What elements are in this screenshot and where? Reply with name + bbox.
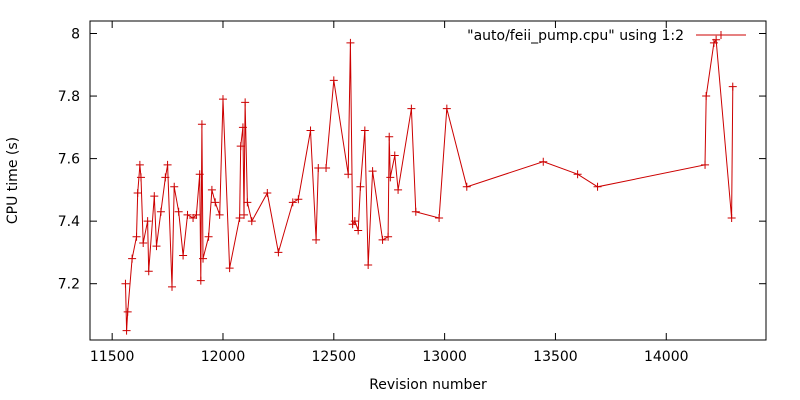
data-point (136, 173, 145, 182)
data-point (215, 210, 224, 219)
series-line (125, 38, 734, 331)
data-point (368, 167, 377, 176)
data-point (356, 182, 365, 191)
y-tick-label: 7.2 (58, 277, 80, 293)
y-axis-label: CPU time (s) (5, 137, 21, 224)
x-tick-label: 11500 (90, 349, 135, 365)
data-point (727, 214, 736, 223)
data-point (346, 38, 355, 47)
data-point (123, 307, 132, 316)
data-point (378, 235, 387, 244)
data-point (183, 210, 192, 219)
x-tick-label: 13500 (533, 349, 578, 365)
data-point (218, 95, 227, 104)
data-point (322, 163, 331, 172)
data-point (386, 173, 395, 182)
data-point (144, 267, 153, 276)
data-point (207, 185, 216, 194)
data-point (235, 214, 244, 223)
data-point (442, 104, 451, 113)
data-point (701, 160, 710, 169)
data-point (195, 170, 204, 179)
data-point (364, 260, 373, 269)
data-point (306, 126, 315, 135)
series-layer (121, 35, 737, 335)
data-point (702, 92, 711, 101)
data-point (243, 198, 252, 207)
data-point (263, 189, 272, 198)
data-point (170, 182, 179, 191)
x-axis-label: Revision number (369, 377, 487, 393)
data-point (121, 279, 130, 288)
data-point (240, 210, 249, 219)
data-point (712, 35, 721, 44)
data-point (329, 76, 338, 85)
data-point (350, 217, 359, 226)
data-point (179, 251, 188, 260)
legend: "auto/feii_pump.cpu" using 1:2 (467, 28, 746, 44)
data-point (161, 173, 170, 182)
data-point (728, 82, 737, 91)
data-point (122, 326, 131, 335)
data-point (128, 254, 137, 263)
data-point (168, 282, 177, 291)
data-point (163, 160, 172, 169)
data-point (354, 226, 363, 235)
data-point (394, 185, 403, 194)
data-point (274, 248, 283, 257)
y-tick-label: 7.8 (58, 89, 80, 105)
data-point (435, 214, 444, 223)
data-point (236, 142, 245, 151)
data-point (462, 182, 471, 191)
data-point (288, 198, 297, 207)
data-point (133, 189, 142, 198)
data-point (390, 151, 399, 160)
data-point (156, 207, 165, 216)
x-tick-label: 12500 (312, 349, 357, 365)
data-point (539, 157, 548, 166)
data-point (143, 217, 152, 226)
y-tick-label: 7.4 (58, 214, 80, 230)
y-axis-ticks: 7.2 7.4 7.6 7.8 8 (58, 27, 766, 293)
data-point (225, 264, 234, 273)
data-point (192, 210, 201, 219)
data-point (314, 163, 323, 172)
x-axis-ticks: 11500 12000 12500 13000 13500 14000 (90, 21, 689, 365)
y-tick-label: 8 (71, 27, 80, 43)
data-point (344, 170, 353, 179)
x-tick-label: 14000 (644, 349, 689, 365)
data-point (312, 235, 321, 244)
data-point (247, 217, 256, 226)
data-point (593, 182, 602, 191)
data-point (199, 254, 208, 263)
data-point (204, 232, 213, 241)
data-point (211, 198, 220, 207)
data-point (152, 242, 161, 251)
data-point (150, 192, 159, 201)
data-point (196, 276, 205, 285)
data-point (238, 123, 247, 132)
data-point (407, 104, 416, 113)
data-point (241, 98, 250, 107)
plot-frame (89, 20, 767, 341)
data-point (385, 132, 394, 141)
data-point (573, 170, 582, 179)
data-point (294, 195, 303, 204)
legend-label: "auto/feii_pump.cpu" using 1:2 (467, 28, 684, 44)
data-point (132, 232, 141, 241)
y-tick-label: 7.6 (58, 152, 80, 168)
data-point (384, 232, 393, 241)
data-point (174, 207, 183, 216)
data-point (360, 126, 369, 135)
data-point (197, 120, 206, 129)
x-tick-label: 12000 (201, 349, 246, 365)
data-point (411, 207, 420, 216)
data-point (135, 160, 144, 169)
x-tick-label: 13000 (422, 349, 467, 365)
data-point (139, 239, 148, 248)
legend-point-marker (717, 31, 725, 39)
